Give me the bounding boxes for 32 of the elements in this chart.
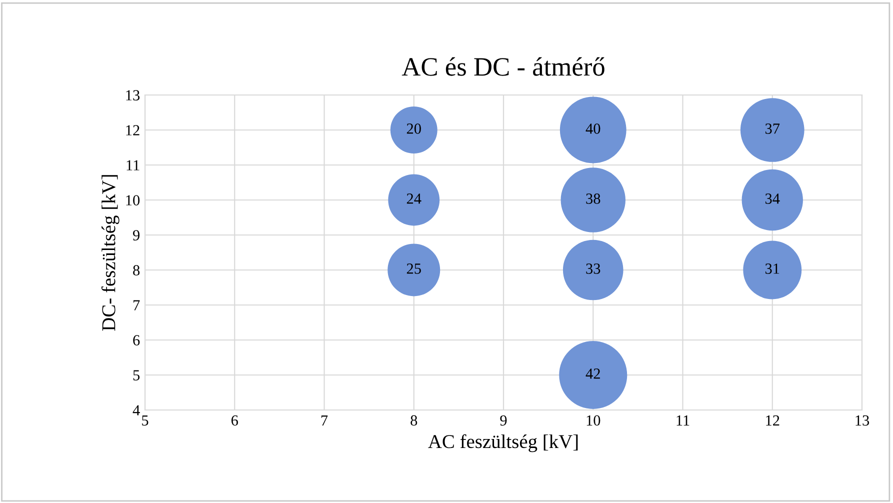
x-tick-label: 10 <box>586 415 600 426</box>
x-axis-title: AC feszültség [kV] <box>428 434 578 452</box>
data-label: 31 <box>765 264 780 274</box>
data-label: 42 <box>586 368 600 379</box>
y-tick-label: 11 <box>126 160 140 170</box>
x-tick-label: 7 <box>321 415 328 426</box>
y-tick-label: 9 <box>132 230 140 240</box>
data-label: 34 <box>765 194 780 204</box>
data-label: 20 <box>406 124 421 134</box>
y-tick-label: 8 <box>133 265 140 276</box>
y-tick-label: 7 <box>134 300 140 310</box>
data-label: 24 <box>406 194 422 204</box>
data-label: 25 <box>406 264 421 274</box>
x-tick-label: 6 <box>231 415 238 426</box>
y-tick-label: 13 <box>126 90 140 100</box>
x-tick-label: 13 <box>856 415 870 426</box>
x-tick-label: 5 <box>142 415 148 426</box>
x-tick-label: 11 <box>676 415 690 426</box>
data-label: 40 <box>586 124 600 134</box>
x-tick-label: 9 <box>500 415 507 426</box>
y-tick-label: 10 <box>126 195 140 206</box>
y-tick-label: 4 <box>132 405 140 416</box>
y-axis-title: DC- feszültség [kV] <box>101 175 120 331</box>
y-tick-label: 5 <box>133 370 140 380</box>
data-label: 33 <box>586 264 600 274</box>
data-label: 38 <box>586 194 600 204</box>
x-tick-label: 8 <box>410 415 418 426</box>
y-tick-label: 6 <box>133 335 140 346</box>
y-tick-label: 12 <box>126 125 140 136</box>
x-tick-label: 12 <box>766 415 780 426</box>
data-label: 37 <box>765 124 780 134</box>
chart-title: AC és DC - átmérő <box>402 57 604 76</box>
